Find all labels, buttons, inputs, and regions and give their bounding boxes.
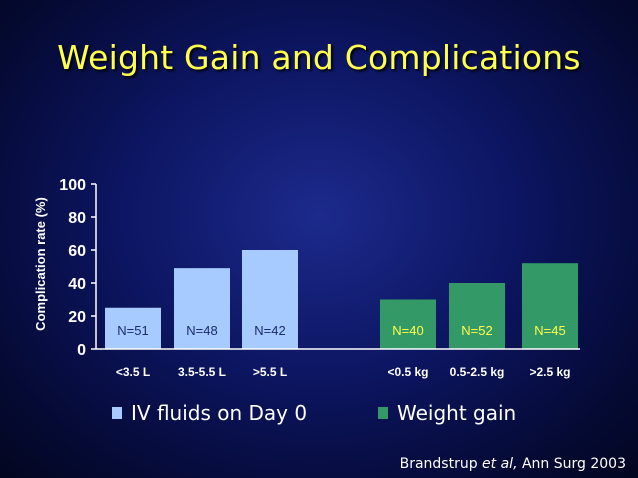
legend-swatch-weight-gain [378, 407, 388, 419]
legend-label-iv-fluids: IV fluids on Day 0 [131, 401, 308, 425]
y-tick-label: 100 [59, 177, 86, 194]
bar-n-label: N=51 [117, 323, 148, 338]
x-axis-labels: <3.5 L 3.5-5.5 L >5.5 L <0.5 kg 0.5-2.5 kg >2… [116, 365, 571, 379]
bar [449, 283, 505, 349]
y-tick-label: 80 [68, 210, 86, 227]
x-tick-label: >2.5 kg [529, 365, 570, 379]
axes [95, 184, 580, 350]
y-axis: 0 20 40 60 80 100 [59, 177, 96, 359]
bar [242, 250, 298, 349]
n-labels: N=51 N=48 N=42 N=40 N=52 N=45 [117, 323, 565, 338]
x-tick-label: >5.5 L [253, 365, 287, 379]
citation: Brandstrup et al, Ann Surg 2003 [400, 456, 626, 472]
citation-author: Brandstrup [399, 456, 483, 472]
bar-n-label: N=40 [392, 323, 423, 338]
bar [380, 299, 436, 349]
bar-n-label: N=48 [186, 323, 217, 338]
bar-n-label: N=45 [534, 323, 565, 338]
x-tick-label: 0.5-2.5 kg [450, 365, 505, 379]
y-tick-label: 0 [77, 342, 86, 359]
bar-n-label: N=52 [461, 323, 492, 338]
citation-journal: Ann Surg 2003 [517, 456, 626, 472]
slide-title: Weight Gain and Complications [57, 38, 581, 77]
legend-item-weight-gain: Weight gain [378, 398, 516, 428]
legend-swatch-iv-fluids [112, 407, 122, 419]
x-tick-label: 3.5-5.5 L [178, 365, 226, 379]
citation-etal: et al, [482, 456, 518, 472]
y-tick-label: 40 [68, 276, 86, 293]
legend-label-weight-gain: Weight gain [397, 401, 517, 425]
bar [174, 268, 230, 349]
legend-item-iv-fluids: IV fluids on Day 0 [112, 398, 307, 428]
y-tick-label: 60 [68, 243, 86, 260]
bar-n-label: N=42 [254, 323, 285, 338]
y-axis-label: Complication rate (%) [33, 197, 48, 331]
bar [522, 263, 578, 349]
x-tick-label: <3.5 L [116, 365, 150, 379]
bar [105, 307, 161, 349]
x-tick-label: <0.5 kg [387, 365, 428, 379]
bars [105, 250, 578, 349]
y-tick-label: 20 [68, 309, 86, 326]
